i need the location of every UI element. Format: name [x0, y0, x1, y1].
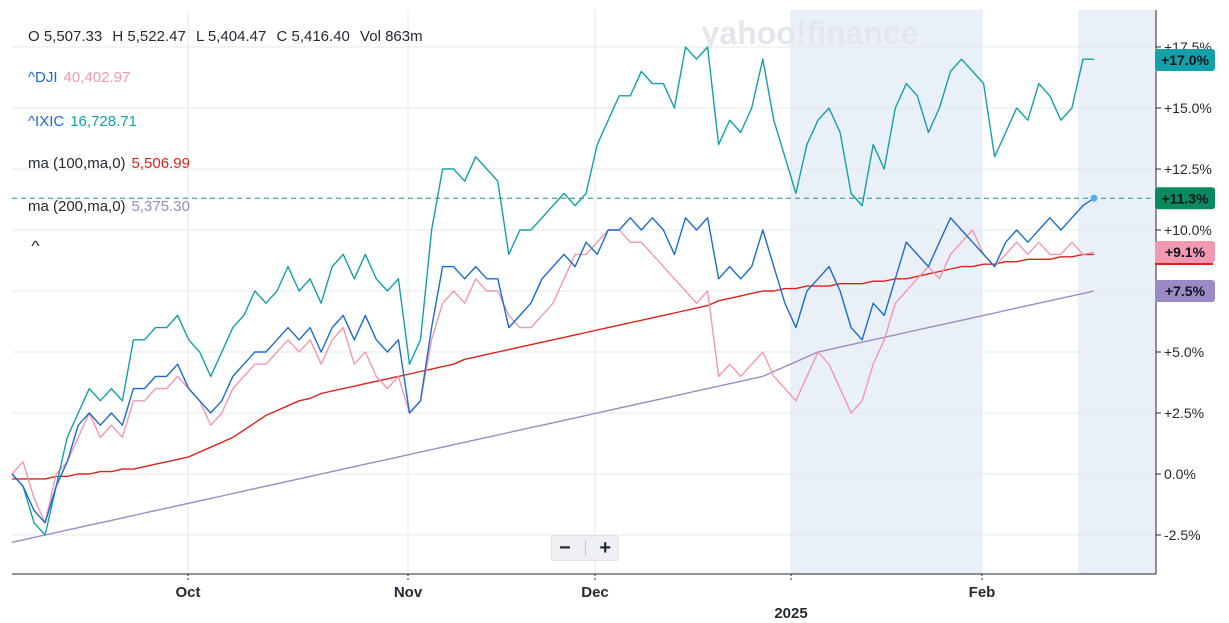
badge-background [1155, 187, 1215, 210]
open-value: O 5,507.33 [28, 28, 103, 45]
close-value: C 5,416.40 [276, 28, 350, 45]
shaded-region [791, 10, 982, 574]
legend-item-ixic[interactable]: ^IXIC 16,728.71 [28, 113, 137, 130]
badge-label: +11.3% [1161, 190, 1209, 206]
legend-value: 16,728.71 [70, 113, 137, 130]
low-value: L 5,404.47 [195, 28, 267, 45]
high-value: H 5,522.47 [112, 28, 186, 45]
badge-label: +9.1% [1165, 244, 1206, 260]
legend-name: ma (100,ma,0) [28, 155, 126, 172]
x-tick-label: Feb [969, 584, 996, 601]
last-point-marker [1090, 194, 1098, 202]
x-tick-label: 2025 [774, 605, 807, 622]
badge-label: +7.5% [1165, 283, 1206, 299]
legend-value: 40,402.97 [63, 69, 131, 86]
legend-item-ma100[interactable]: ma (100,ma,0) 5,506.99 [28, 155, 190, 172]
y-tick-label: +10.0% [1164, 222, 1212, 238]
gspc-line [11, 197, 1095, 524]
value-badge: +17.0% [1155, 49, 1215, 71]
collapse-legend-icon[interactable]: ^ [31, 238, 40, 255]
y-tick-label: +12.5% [1164, 161, 1212, 177]
legend-value: 5,506.99 [131, 155, 190, 172]
zoom-divider [584, 540, 586, 556]
yahoo-finance-watermark: yahoo!finance [702, 15, 919, 51]
ma200-line [11, 290, 1095, 543]
value-badge: +11.3% [1155, 187, 1215, 210]
badge-label: +17.0% [1161, 52, 1209, 68]
y-tick-label: 0.0% [1164, 466, 1196, 482]
y-tick-label: -2.5% [1164, 527, 1201, 543]
y-tick-label: +5.0% [1164, 344, 1204, 360]
legend-name: ma (200,ma,0) [28, 198, 126, 215]
ohlc-readout: O 5,507.33 H 5,522.47 L 5,404.47 C 5,416… [28, 28, 429, 45]
x-tick-label: Nov [394, 584, 423, 601]
y-tick-label: +2.5% [1164, 405, 1204, 421]
ixic-line [11, 46, 1094, 536]
legend-item-dji[interactable]: ^DJI 40,402.97 [28, 69, 130, 86]
legend-name: ^DJI [28, 69, 58, 86]
badge-background [1155, 49, 1215, 71]
y-tick-label: +15.0% [1164, 100, 1212, 116]
badge-background [1155, 280, 1215, 302]
zoom-in-button[interactable]: + [599, 537, 612, 559]
value-badge: +7.5% [1155, 280, 1215, 302]
x-tick-label: Oct [175, 584, 200, 601]
x-tick-label: Dec [581, 584, 609, 601]
badge-background [1155, 240, 1215, 263]
zoom-out-button[interactable]: − [558, 537, 571, 559]
zoom-controls: − + [551, 535, 619, 561]
value-badge: +9.1% [1155, 240, 1215, 263]
volume-value: Vol 863m [360, 28, 423, 45]
ma100-line [12, 253, 1094, 480]
legend-item-ma200[interactable]: ma (200,ma,0) 5,375.30 [28, 198, 190, 215]
legend-name: ^IXIC [28, 113, 65, 130]
legend-value: 5,375.30 [131, 198, 190, 215]
